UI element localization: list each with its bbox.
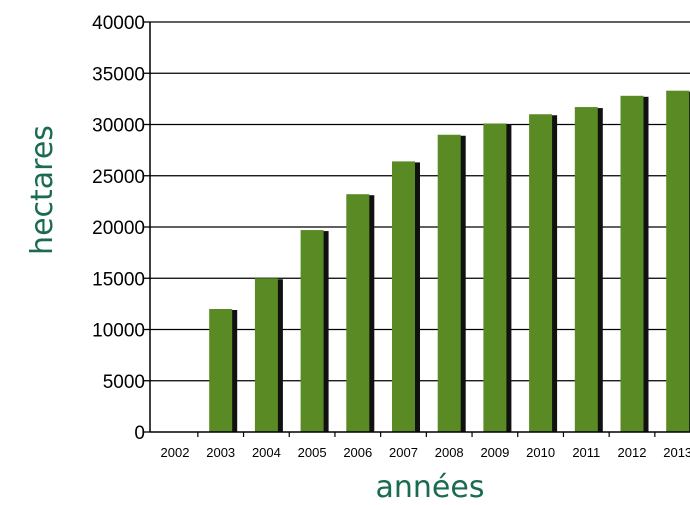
x-tick-label: 2011 bbox=[572, 445, 600, 460]
bar bbox=[529, 114, 553, 432]
x-tick-label: 2009 bbox=[480, 445, 509, 460]
gridlines bbox=[150, 21, 690, 382]
bar bbox=[483, 123, 507, 432]
bar bbox=[346, 194, 370, 432]
x-tick-label: 2006 bbox=[343, 445, 372, 460]
x-tick-label: 2004 bbox=[252, 445, 281, 460]
x-tick-label: 2003 bbox=[206, 445, 235, 460]
bar bbox=[620, 95, 644, 433]
y-tick-label: 10000 bbox=[92, 321, 145, 342]
y-tick-label: 5000 bbox=[103, 372, 145, 393]
x-tick-label: 2012 bbox=[618, 445, 647, 460]
x-tick-label: 2002 bbox=[161, 445, 190, 460]
x-tick-label: 2010 bbox=[526, 445, 555, 460]
bar bbox=[666, 90, 690, 433]
bar bbox=[300, 230, 324, 432]
x-tick-label: 2005 bbox=[298, 445, 327, 460]
x-tick-label: 2007 bbox=[389, 445, 418, 460]
y-tick-label: 40000 bbox=[92, 13, 145, 34]
bar bbox=[574, 107, 598, 432]
x-tick-label: 2008 bbox=[435, 445, 464, 460]
y-tick-label: 30000 bbox=[92, 116, 145, 137]
y-tick-labels: 0 5000 10000 15000 20000 25000 30000 35000 40000 bbox=[92, 13, 150, 444]
bar bbox=[254, 278, 278, 432]
x-axis-title: années bbox=[376, 470, 485, 505]
bars bbox=[209, 90, 690, 433]
x-tick-label: 2013 bbox=[663, 445, 690, 460]
bar bbox=[392, 161, 415, 432]
y-tick-label: 25000 bbox=[92, 167, 145, 188]
y-axis-title: hectares bbox=[25, 125, 60, 255]
bar bbox=[209, 309, 233, 432]
x-tick-labels: 2002 2003 2004 2005 2006 2007 2008 2009 2010 2011… bbox=[161, 432, 690, 460]
y-tick-label: 35000 bbox=[92, 64, 145, 85]
y-tick-label: 0 bbox=[134, 423, 145, 444]
y-tick-label: 20000 bbox=[92, 218, 145, 239]
bar bbox=[437, 134, 461, 432]
y-tick-label: 15000 bbox=[92, 269, 145, 290]
